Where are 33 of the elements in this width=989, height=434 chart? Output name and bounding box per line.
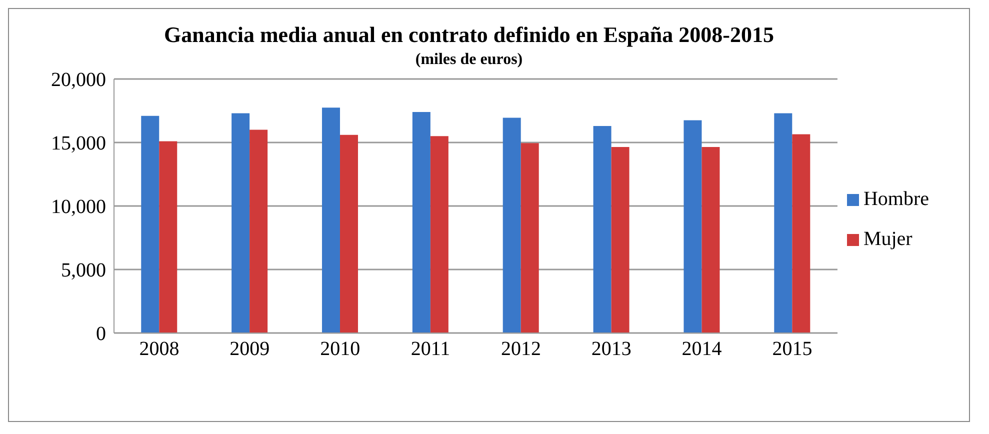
x-tick-label: 2009 bbox=[230, 338, 270, 360]
bar bbox=[684, 120, 702, 333]
bar bbox=[502, 118, 521, 333]
bar bbox=[159, 141, 178, 333]
y-tick-label: 0 bbox=[96, 323, 106, 346]
bar bbox=[593, 126, 612, 333]
bar bbox=[141, 116, 160, 333]
x-tick-label: 2015 bbox=[772, 338, 812, 360]
x-tick-label: 2010 bbox=[320, 338, 360, 360]
bar bbox=[430, 136, 448, 333]
x-tick-label: 2011 bbox=[410, 338, 450, 360]
bar bbox=[520, 143, 539, 333]
y-tick-label: 5,000 bbox=[61, 260, 106, 282]
bar bbox=[412, 112, 430, 333]
bar bbox=[611, 146, 630, 333]
bar bbox=[792, 134, 810, 333]
y-tick-label: 15,000 bbox=[51, 132, 106, 155]
x-tick-label: 2012 bbox=[500, 338, 541, 360]
bar bbox=[250, 130, 268, 333]
y-tick-label: 10,000 bbox=[51, 196, 106, 218]
x-tick-label: 2014 bbox=[682, 338, 722, 360]
bar bbox=[232, 113, 250, 333]
bar bbox=[774, 113, 792, 333]
legend-label: Hombre bbox=[863, 188, 929, 210]
x-tick-label: 2013 bbox=[591, 338, 632, 360]
bar bbox=[340, 134, 358, 333]
y-tick-label: 20,000 bbox=[51, 69, 106, 92]
bar bbox=[702, 146, 720, 333]
legend-label: Mujer bbox=[863, 228, 912, 250]
chart-title: Ganancia media anual en contrato definido en España 2008-2015 bbox=[163, 22, 775, 47]
bar bbox=[322, 108, 340, 333]
chart-subtitle: (miles de euros) bbox=[414, 51, 524, 69]
x-tick-label: 2008 bbox=[139, 338, 180, 360]
